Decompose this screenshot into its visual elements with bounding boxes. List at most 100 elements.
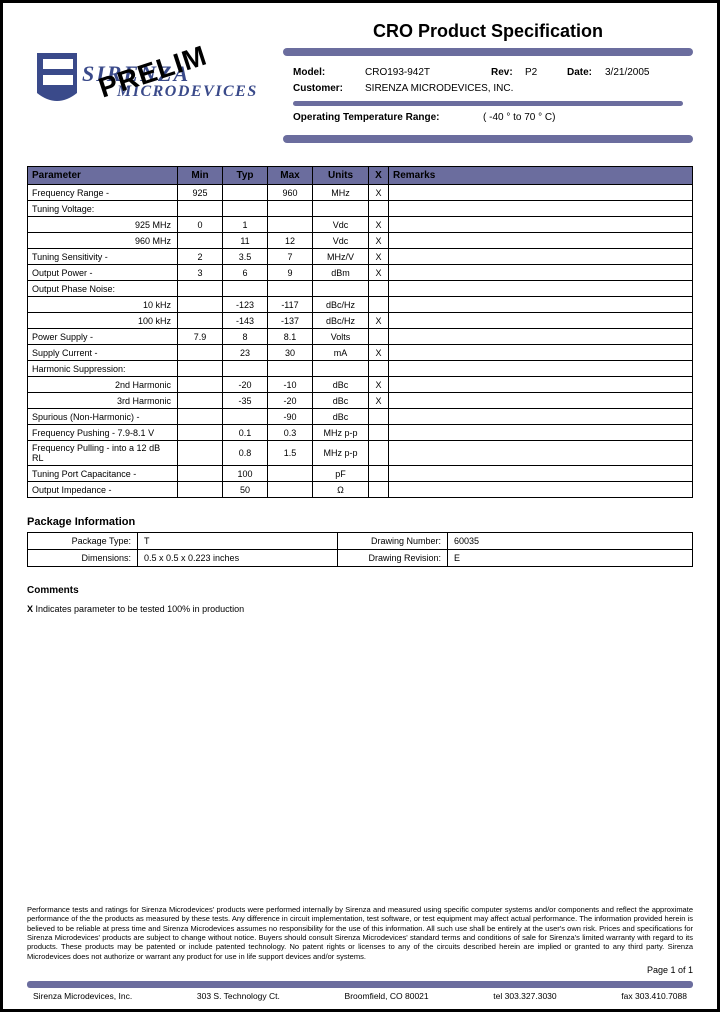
table-cell: Output Impedance - <box>28 482 178 498</box>
table-row: Harmonic Suppression: <box>28 361 693 377</box>
table-cell: -123 <box>223 297 268 313</box>
table-cell <box>389 313 693 329</box>
table-cell: 925 <box>178 185 223 201</box>
date-value: 3/21/2005 <box>605 65 650 81</box>
table-cell: 11 <box>223 233 268 249</box>
table-cell <box>223 201 268 217</box>
table-cell: Package Type: <box>28 533 138 550</box>
table-cell <box>268 217 313 233</box>
table-cell: 1 <box>223 217 268 233</box>
table-cell: -90 <box>268 409 313 425</box>
table-cell: Dimensions: <box>28 550 138 567</box>
temp-label: Operating Temperature Range: <box>293 110 483 126</box>
table-row: Spurious (Non-Harmonic) - -90dBc <box>28 409 693 425</box>
table-cell: Drawing Revision: <box>338 550 448 567</box>
table-cell <box>178 281 223 297</box>
table-cell: T <box>138 533 338 550</box>
table-row: Dimensions:0.5 x 0.5 x 0.223 inchesDrawi… <box>28 550 693 567</box>
table-cell: 1.5 <box>268 441 313 466</box>
table-cell: 0.5 x 0.5 x 0.223 inches <box>138 550 338 567</box>
table-cell <box>369 361 389 377</box>
table-cell: -117 <box>268 297 313 313</box>
table-cell: -20 <box>268 393 313 409</box>
table-cell <box>389 482 693 498</box>
table-cell: 7.9 <box>178 329 223 345</box>
table-cell: 0.3 <box>268 425 313 441</box>
customer-label: Customer: <box>293 81 365 97</box>
table-cell: X <box>369 345 389 361</box>
table-cell: dBc <box>313 409 369 425</box>
table-cell <box>178 482 223 498</box>
table-cell <box>389 201 693 217</box>
table-cell: Vdc <box>313 217 369 233</box>
table-cell: MHz <box>313 185 369 201</box>
col-parameter: Parameter <box>28 167 178 185</box>
table-cell <box>389 233 693 249</box>
header-bar-bottom <box>283 135 693 143</box>
table-cell: 100 <box>223 466 268 482</box>
table-cell: 12 <box>268 233 313 249</box>
table-cell <box>268 201 313 217</box>
table-cell <box>369 425 389 441</box>
table-cell: 30 <box>268 345 313 361</box>
table-cell: 8.1 <box>268 329 313 345</box>
table-cell <box>268 482 313 498</box>
table-cell: Frequency Pulling - into a 12 dB RL <box>28 441 178 466</box>
table-cell <box>268 361 313 377</box>
table-cell: Tuning Sensitivity - <box>28 249 178 265</box>
table-row: Tuning Voltage: <box>28 201 693 217</box>
table-cell <box>389 393 693 409</box>
comments-text: Indicates parameter to be tested 100% in… <box>36 604 245 614</box>
table-cell: Frequency Pushing - 7.9-8.1 V <box>28 425 178 441</box>
table-cell <box>178 441 223 466</box>
table-cell <box>369 329 389 345</box>
table-cell <box>389 361 693 377</box>
table-cell: Drawing Number: <box>338 533 448 550</box>
table-cell: Output Power - <box>28 265 178 281</box>
table-cell: 10 kHz <box>28 297 178 313</box>
doc-title: CRO Product Specification <box>283 21 693 42</box>
table-cell: 9 <box>268 265 313 281</box>
table-cell: X <box>369 233 389 249</box>
table-cell: Spurious (Non-Harmonic) - <box>28 409 178 425</box>
table-cell <box>369 201 389 217</box>
footer-fax: fax 303.410.7088 <box>621 991 687 1001</box>
table-cell: Volts <box>313 329 369 345</box>
table-row: 10 kHz-123-117dBc/Hz <box>28 297 693 313</box>
table-cell <box>178 393 223 409</box>
table-cell <box>369 409 389 425</box>
table-cell: Power Supply - <box>28 329 178 345</box>
table-cell <box>178 466 223 482</box>
table-row: Tuning Port Capacitance -100pF <box>28 466 693 482</box>
col-units: Units <box>313 167 369 185</box>
table-cell <box>369 441 389 466</box>
table-cell: Output Phase Noise: <box>28 281 178 297</box>
model-label: Model: <box>293 65 365 81</box>
table-cell <box>223 361 268 377</box>
table-cell: 3.5 <box>223 249 268 265</box>
table-cell: 3 <box>178 265 223 281</box>
table-cell <box>389 297 693 313</box>
table-cell: 0 <box>178 217 223 233</box>
table-cell: MHz p-p <box>313 441 369 466</box>
table-cell: E <box>448 550 693 567</box>
table-cell: 3rd Harmonic <box>28 393 178 409</box>
table-cell: Ω <box>313 482 369 498</box>
table-row: 100 kHz-143-137dBc/HzX <box>28 313 693 329</box>
table-row: Tuning Sensitivity -23.57MHz/VX <box>28 249 693 265</box>
table-cell <box>389 409 693 425</box>
col-min: Min <box>178 167 223 185</box>
table-cell: 60035 <box>448 533 693 550</box>
table-cell: 50 <box>223 482 268 498</box>
table-cell: Vdc <box>313 233 369 249</box>
table-cell: X <box>369 217 389 233</box>
table-row: Supply Current -2330mAX <box>28 345 693 361</box>
date-label: Date: <box>567 65 605 81</box>
table-cell <box>389 425 693 441</box>
table-cell: 6 <box>223 265 268 281</box>
table-cell: 100 kHz <box>28 313 178 329</box>
spec-table: Parameter Min Typ Max Units X Remarks Fr… <box>27 166 693 498</box>
table-cell <box>389 441 693 466</box>
spec-header-box: CRO Product Specification Model: CRO193-… <box>283 21 693 146</box>
model-value: CRO193-942T <box>365 65 475 81</box>
